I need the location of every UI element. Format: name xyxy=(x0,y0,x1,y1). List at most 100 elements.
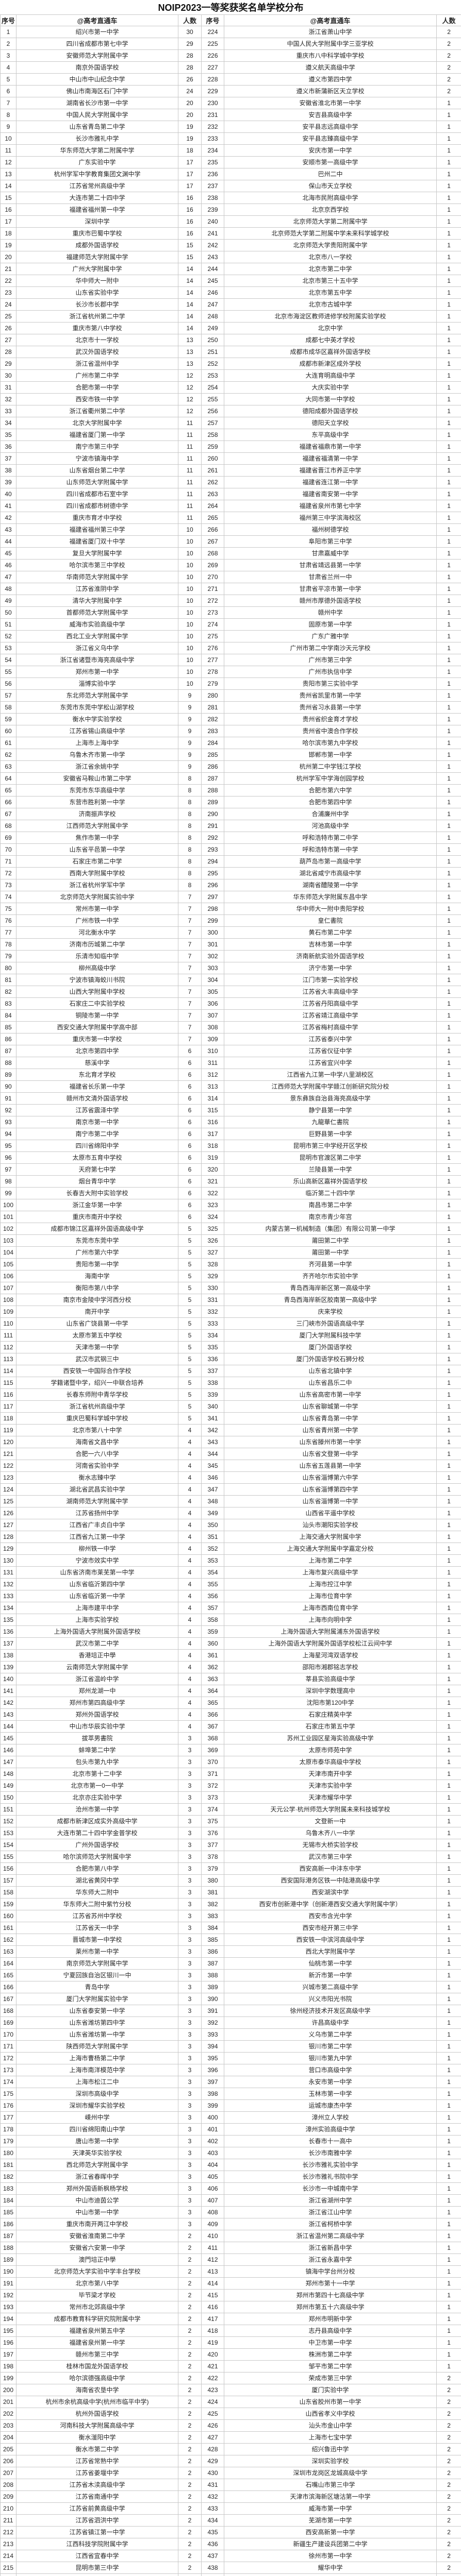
rank-cell-right: 278 xyxy=(201,666,224,678)
school-cell-right: 上海星河湾双语学校 xyxy=(224,1649,437,1662)
count-cell-left: 3 xyxy=(178,2088,202,2100)
table-row: 36 南宁市第三中学 11 259 福建省福鼎市第一中学 1 xyxy=(0,440,461,453)
rank-cell-right: 318 xyxy=(201,1140,224,1152)
table-row: 150 北京亦庄实验中学 3 373 天津市耀华中学 1 xyxy=(0,1791,461,1804)
rank-cell-right: 352 xyxy=(201,1543,224,1555)
rank-cell-right: 309 xyxy=(201,1033,224,1045)
table-row: 172 上海市曹杨第二中学 3 395 银川市第九中学 1 xyxy=(0,2052,461,2064)
table-row: 25 浙江省杭州第二中学 14 248 北京市海淀区教师进修学校附属实验学校 1 xyxy=(0,310,461,323)
table-row: 144 中山市华辰实验中学 4 367 石家庄市第五中学 1 xyxy=(0,1720,461,1733)
school-cell-right: 广州市执信中学 xyxy=(224,666,437,678)
rank-cell-right: 360 xyxy=(201,1637,224,1650)
count-cell-left: 2 xyxy=(178,2396,202,2408)
school-cell-left: 安徽省马鞍山市第二中学 xyxy=(16,772,178,785)
rank-cell-left: 30 xyxy=(0,369,17,382)
count-cell-right: 1 xyxy=(436,938,461,951)
table-row: 6 佛山市南海区石门中学 24 229 遵义市新蒲新区天立学校 2 xyxy=(0,85,461,97)
rank-cell-left: 89 xyxy=(0,1069,17,1081)
school-cell-right: 营口市高级中学 xyxy=(224,2064,437,2076)
school-cell-right: 合浦廉州中学 xyxy=(224,808,437,820)
school-cell-left: 成都市新津区成实外高级中学 xyxy=(16,1815,178,1827)
count-cell-right: 1 xyxy=(436,2253,461,2266)
count-cell-left: 5 xyxy=(178,1388,202,1401)
school-cell-left: 山东省广饶县第一中学 xyxy=(16,1317,178,1330)
school-cell-right: 深圳市龙岗区龙城高级中学 xyxy=(224,2467,437,2479)
table-row: 49 清华大学附属中学 10 272 赣州市厚德外国语学校 1 xyxy=(0,595,461,607)
rank-cell-left: 184 xyxy=(0,2194,17,2207)
count-cell-right: 2 xyxy=(436,2490,461,2503)
count-cell-right: 2 xyxy=(436,2550,461,2562)
rank-cell-left: 155 xyxy=(0,1851,17,1863)
rank-cell-left: 61 xyxy=(0,737,17,749)
rank-cell-right: 372 xyxy=(201,1780,224,1792)
school-cell-left: 昆明市第三中学 xyxy=(16,2562,178,2574)
school-cell-left: 东北师范大学附属中学 xyxy=(16,689,178,702)
table-row: 109 南开中学 5 332 庆来学校 1 xyxy=(0,1306,461,1318)
rank-cell-left: 24 xyxy=(0,298,17,311)
count-cell-left: 4 xyxy=(178,1578,202,1590)
rank-cell-right: 321 xyxy=(201,1175,224,1188)
count-cell-right: 1 xyxy=(436,1104,461,1116)
rank-cell-right: 299 xyxy=(201,914,224,927)
school-cell-left: 江西省宜春中学 xyxy=(16,2550,178,2562)
count-cell-left: 8 xyxy=(178,879,202,891)
count-cell-left: 8 xyxy=(178,867,202,879)
school-cell-right: 汕头市潮阳实验学校 xyxy=(224,1519,437,1531)
count-cell-left: 9 xyxy=(178,737,202,749)
school-cell-right: 汕头市金山中学 xyxy=(224,2419,437,2432)
school-cell-right: 江苏省大丰高级中学 xyxy=(224,986,437,998)
count-cell-right: 1 xyxy=(436,263,461,275)
school-cell-right: 山东省淄博第六中学 xyxy=(224,1471,437,1484)
rank-cell-right: 416 xyxy=(201,2301,224,2313)
count-cell-right: 1 xyxy=(436,1163,461,1176)
rank-cell-right: 284 xyxy=(201,737,224,749)
rank-cell-left: 179 xyxy=(0,2135,17,2147)
rank-cell-left: 28 xyxy=(0,346,17,358)
rank-cell-right: 422 xyxy=(201,2372,224,2384)
school-cell-right: 长沙市一中城南中学 xyxy=(224,2182,437,2195)
rank-cell-right: 290 xyxy=(201,808,224,820)
table-row: 7 湖南省长沙市第一中学 20 230 安徽省淮北市第一中学 1 xyxy=(0,97,461,109)
count-cell-left: 9 xyxy=(178,713,202,725)
school-cell-left: 上海市曹杨第二中学 xyxy=(16,2052,178,2064)
count-cell-left: 3 xyxy=(178,2218,202,2230)
school-cell-right: 石家庄市第五中学 xyxy=(224,1720,437,1733)
count-cell-left: 4 xyxy=(178,1483,202,1496)
school-cell-left: 长沙市长郡中学 xyxy=(16,298,178,311)
school-cell-right: 安平县志臻高级中学 xyxy=(224,132,437,145)
rank-cell-right: 314 xyxy=(201,1092,224,1105)
count-cell-left: 5 xyxy=(178,1317,202,1330)
rank-cell-left: 112 xyxy=(0,1341,17,1353)
school-cell-left: 福建省福州第三中学 xyxy=(16,523,178,536)
count-cell-right: 2 xyxy=(436,2502,461,2515)
rank-cell-right: 398 xyxy=(201,2088,224,2100)
count-cell-left: 2 xyxy=(178,2265,202,2278)
rank-cell-right: 303 xyxy=(201,962,224,974)
rank-cell-left: 79 xyxy=(0,950,17,962)
table-row: 57 东北师范大学附属中学 9 280 贵州省凯里市第一中学 1 xyxy=(0,689,461,702)
count-cell-left: 2 xyxy=(178,2455,202,2467)
count-cell-right: 1 xyxy=(436,1080,461,1093)
rank-cell-left: 95 xyxy=(0,1140,17,1152)
count-cell-left: 3 xyxy=(178,2099,202,2112)
rank-cell-left: 31 xyxy=(0,381,17,394)
school-cell-left: 长沙市雅礼中学 xyxy=(16,132,178,145)
table-row: 151 沧州市第一中学 3 374 天元公学·杭州师范大学附属未来科技城学校 1 xyxy=(0,1803,461,1816)
count-cell-left: 11 xyxy=(178,476,202,488)
rank-cell-left: 159 xyxy=(0,1898,17,1910)
table-row: 75 常州市第一中学 7 298 华中师大一附中贵阳学校 1 xyxy=(0,903,461,915)
rank-cell-right: 288 xyxy=(201,784,224,796)
school-cell-left: 江苏省天一中学 xyxy=(16,1922,178,1934)
rank-cell-right: 328 xyxy=(201,1258,224,1270)
count-cell-left: 10 xyxy=(178,547,202,560)
school-cell-right: 大连育明高级中学 xyxy=(224,369,437,382)
rank-cell-right: 231 xyxy=(201,109,224,121)
school-cell-right: 天津市滨海新区塘沽第一中学 xyxy=(224,2490,437,2503)
school-cell-left: 东北育才学校 xyxy=(16,1069,178,1081)
school-cell-left: 福建省泉州第一中学 xyxy=(16,2336,178,2349)
school-cell-right: 上海交通大学附属中学嘉定分校 xyxy=(224,1543,437,1555)
count-cell-left: 19 xyxy=(178,132,202,145)
rank-cell-right: 330 xyxy=(201,1282,224,1294)
table-row: 147 包头市第九中学 3 370 太原市泰华高级中学校 1 xyxy=(0,1756,461,1768)
table-row: 31 合肥市第一中学 12 254 大庆实验中学 1 xyxy=(0,381,461,394)
